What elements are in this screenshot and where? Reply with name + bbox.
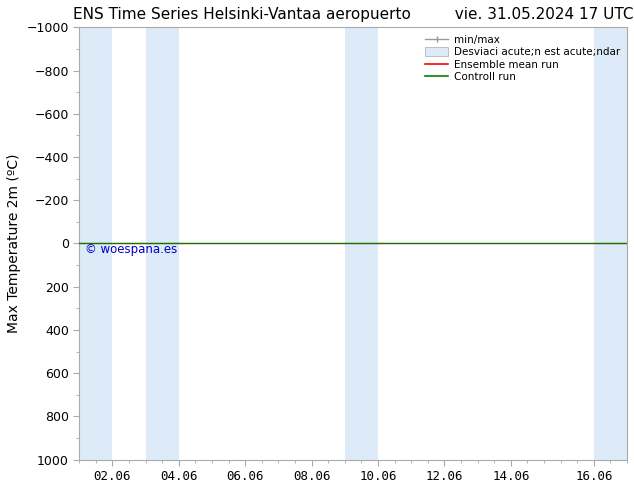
Legend: min/max, Desviaci acute;n est acute;ndar, Ensemble mean run, Controll run: min/max, Desviaci acute;n est acute;ndar…	[424, 32, 622, 84]
Bar	[79, 27, 112, 460]
Bar	[146, 27, 179, 460]
Title: ENS Time Series Helsinki-Vantaa aeropuerto         vie. 31.05.2024 17 UTC: ENS Time Series Helsinki-Vantaa aeropuer…	[73, 7, 633, 22]
Y-axis label: Max Temperature 2m (ºC): Max Temperature 2m (ºC)	[7, 154, 21, 333]
Bar	[594, 27, 627, 460]
Bar	[345, 27, 378, 460]
Text: © woespana.es: © woespana.es	[85, 243, 177, 256]
